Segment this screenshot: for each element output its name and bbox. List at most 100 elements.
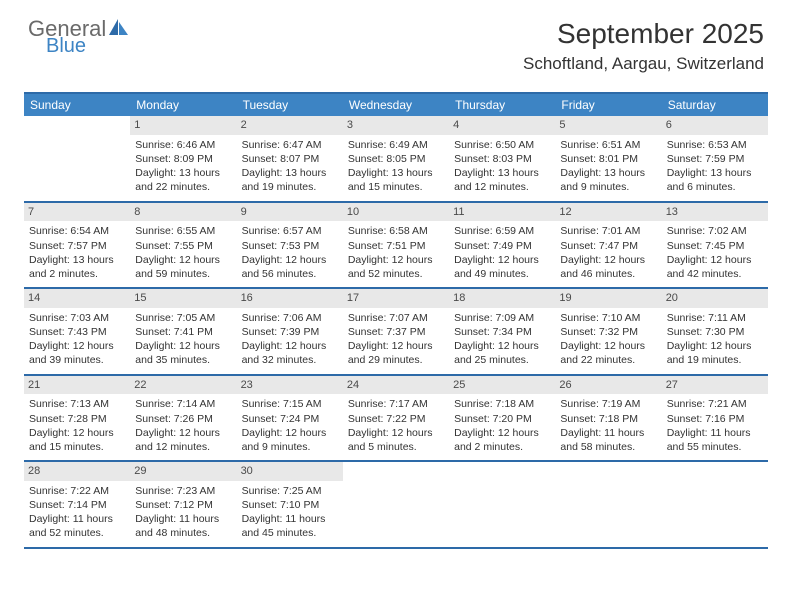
day-number: 21 [24, 376, 130, 395]
sunrise-text: Sunrise: 7:21 AM [667, 397, 763, 411]
sunset-text: Sunset: 7:28 PM [29, 412, 125, 426]
day-cell: 23Sunrise: 7:15 AMSunset: 7:24 PMDayligh… [237, 376, 343, 461]
day-number: 16 [237, 289, 343, 308]
day-cell: 10Sunrise: 6:58 AMSunset: 7:51 PMDayligh… [343, 203, 449, 288]
day-number: 5 [555, 116, 661, 135]
sunrise-text: Sunrise: 7:19 AM [560, 397, 656, 411]
dow-cell: Tuesday [237, 94, 343, 116]
day-cell [555, 462, 661, 547]
day-number: 3 [343, 116, 449, 135]
daylight-text: Daylight: 12 hours and 42 minutes. [667, 253, 763, 281]
day-number: 22 [130, 376, 236, 395]
day-number: 28 [24, 462, 130, 481]
day-cell: 3Sunrise: 6:49 AMSunset: 8:05 PMDaylight… [343, 116, 449, 201]
day-number: 9 [237, 203, 343, 222]
sunset-text: Sunset: 7:43 PM [29, 325, 125, 339]
day-cell: 12Sunrise: 7:01 AMSunset: 7:47 PMDayligh… [555, 203, 661, 288]
sunrise-text: Sunrise: 7:03 AM [29, 311, 125, 325]
daylight-text: Daylight: 12 hours and 56 minutes. [242, 253, 338, 281]
sunrise-text: Sunrise: 7:06 AM [242, 311, 338, 325]
daylight-text: Daylight: 12 hours and 19 minutes. [667, 339, 763, 367]
sunset-text: Sunset: 7:14 PM [29, 498, 125, 512]
daylight-text: Daylight: 13 hours and 2 minutes. [29, 253, 125, 281]
dow-cell: Thursday [449, 94, 555, 116]
day-number: 29 [130, 462, 236, 481]
sunset-text: Sunset: 7:32 PM [560, 325, 656, 339]
daylight-text: Daylight: 12 hours and 9 minutes. [242, 426, 338, 454]
daylight-text: Daylight: 12 hours and 46 minutes. [560, 253, 656, 281]
daylight-text: Daylight: 12 hours and 25 minutes. [454, 339, 550, 367]
sunset-text: Sunset: 7:22 PM [348, 412, 444, 426]
sunrise-text: Sunrise: 7:17 AM [348, 397, 444, 411]
daylight-text: Daylight: 13 hours and 22 minutes. [135, 166, 231, 194]
day-cell: 2Sunrise: 6:47 AMSunset: 8:07 PMDaylight… [237, 116, 343, 201]
sunset-text: Sunset: 7:26 PM [135, 412, 231, 426]
day-number: 14 [24, 289, 130, 308]
sunrise-text: Sunrise: 7:05 AM [135, 311, 231, 325]
day-cell: 11Sunrise: 6:59 AMSunset: 7:49 PMDayligh… [449, 203, 555, 288]
sunset-text: Sunset: 7:12 PM [135, 498, 231, 512]
day-cell: 6Sunrise: 6:53 AMSunset: 7:59 PMDaylight… [662, 116, 768, 201]
day-number: 13 [662, 203, 768, 222]
day-cell [343, 462, 449, 547]
sunset-text: Sunset: 7:57 PM [29, 239, 125, 253]
daylight-text: Daylight: 12 hours and 49 minutes. [454, 253, 550, 281]
sunrise-text: Sunrise: 7:25 AM [242, 484, 338, 498]
week-row: 14 Sunrise: 7:03 AMSunset: 7:43 PM Dayligh… [24, 289, 768, 376]
dow-cell: Sunday [24, 94, 130, 116]
daylight-text: Daylight: 11 hours and 48 minutes. [135, 512, 231, 540]
day-cell: 15Sunrise: 7:05 AMSunset: 7:41 PMDayligh… [130, 289, 236, 374]
day-number: 11 [449, 203, 555, 222]
day-cell: 13Sunrise: 7:02 AMSunset: 7:45 PMDayligh… [662, 203, 768, 288]
day-number: 7 [24, 203, 130, 222]
day-cell: 16Sunrise: 7:06 AMSunset: 7:39 PMDayligh… [237, 289, 343, 374]
daylight-text: Daylight: 12 hours and 59 minutes. [135, 253, 231, 281]
day-cell: 9Sunrise: 6:57 AMSunset: 7:53 PMDaylight… [237, 203, 343, 288]
title-block: September 2025 Schoftland, Aargau, Switz… [523, 18, 764, 74]
day-cell: 4Sunrise: 6:50 AMSunset: 8:03 PMDaylight… [449, 116, 555, 201]
daylight-text: Daylight: 12 hours and 2 minutes. [454, 426, 550, 454]
day-cell: 14Sunrise: 7:03 AMSunset: 7:43 PMDayligh… [24, 289, 130, 374]
day-number: 24 [343, 376, 449, 395]
sunrise-text: Sunrise: 7:07 AM [348, 311, 444, 325]
sunrise-text: Sunrise: 6:46 AM [135, 138, 231, 152]
day-number: 10 [343, 203, 449, 222]
day-number: 27 [662, 376, 768, 395]
day-cell: 20Sunrise: 7:11 AMSunset: 7:30 PMDayligh… [662, 289, 768, 374]
header: General Blue September 2025 Schoftland, … [0, 0, 792, 82]
day-number: 6 [662, 116, 768, 135]
sunrise-text: Sunrise: 6:47 AM [242, 138, 338, 152]
sunset-text: Sunset: 7:45 PM [667, 239, 763, 253]
month-title: September 2025 [523, 18, 764, 50]
day-cell: 8Sunrise: 6:55 AMSunset: 7:55 PMDaylight… [130, 203, 236, 288]
sunrise-text: Sunrise: 6:58 AM [348, 224, 444, 238]
daylight-text: Daylight: 11 hours and 58 minutes. [560, 426, 656, 454]
daylight-text: Daylight: 13 hours and 15 minutes. [348, 166, 444, 194]
day-cell: 27Sunrise: 7:21 AMSunset: 7:16 PMDayligh… [662, 376, 768, 461]
week-row: 28Sunrise: 7:22 AMSunset: 7:14 PMDayligh… [24, 462, 768, 549]
day-cell: 1Sunrise: 6:46 AMSunset: 8:09 PMDaylight… [130, 116, 236, 201]
sunset-text: Sunset: 7:39 PM [242, 325, 338, 339]
day-cell: 21Sunrise: 7:13 AMSunset: 7:28 PMDayligh… [24, 376, 130, 461]
sunset-text: Sunset: 8:01 PM [560, 152, 656, 166]
day-cell: 7Sunrise: 6:54 AMSunset: 7:57 PMDaylight… [24, 203, 130, 288]
day-number: 20 [662, 289, 768, 308]
sunset-text: Sunset: 7:49 PM [454, 239, 550, 253]
sunrise-text: Sunrise: 6:53 AM [667, 138, 763, 152]
sunset-text: Sunset: 7:20 PM [454, 412, 550, 426]
sunset-text: Sunset: 8:03 PM [454, 152, 550, 166]
sunset-text: Sunset: 7:47 PM [560, 239, 656, 253]
week-row: 1Sunrise: 6:46 AMSunset: 8:09 PMDaylight… [24, 116, 768, 203]
day-number: 4 [449, 116, 555, 135]
sunset-text: Sunset: 7:24 PM [242, 412, 338, 426]
dow-cell: Friday [555, 94, 661, 116]
sunrise-text: Sunrise: 7:14 AM [135, 397, 231, 411]
day-number: 12 [555, 203, 661, 222]
day-cell: 29Sunrise: 7:23 AMSunset: 7:12 PMDayligh… [130, 462, 236, 547]
day-cell: 22Sunrise: 7:14 AMSunset: 7:26 PMDayligh… [130, 376, 236, 461]
day-cell: 24Sunrise: 7:17 AMSunset: 7:22 PMDayligh… [343, 376, 449, 461]
sunset-text: Sunset: 7:30 PM [667, 325, 763, 339]
daylight-text: Daylight: 11 hours and 52 minutes. [29, 512, 125, 540]
sunrise-text: Sunrise: 7:18 AM [454, 397, 550, 411]
day-number: 2 [237, 116, 343, 135]
